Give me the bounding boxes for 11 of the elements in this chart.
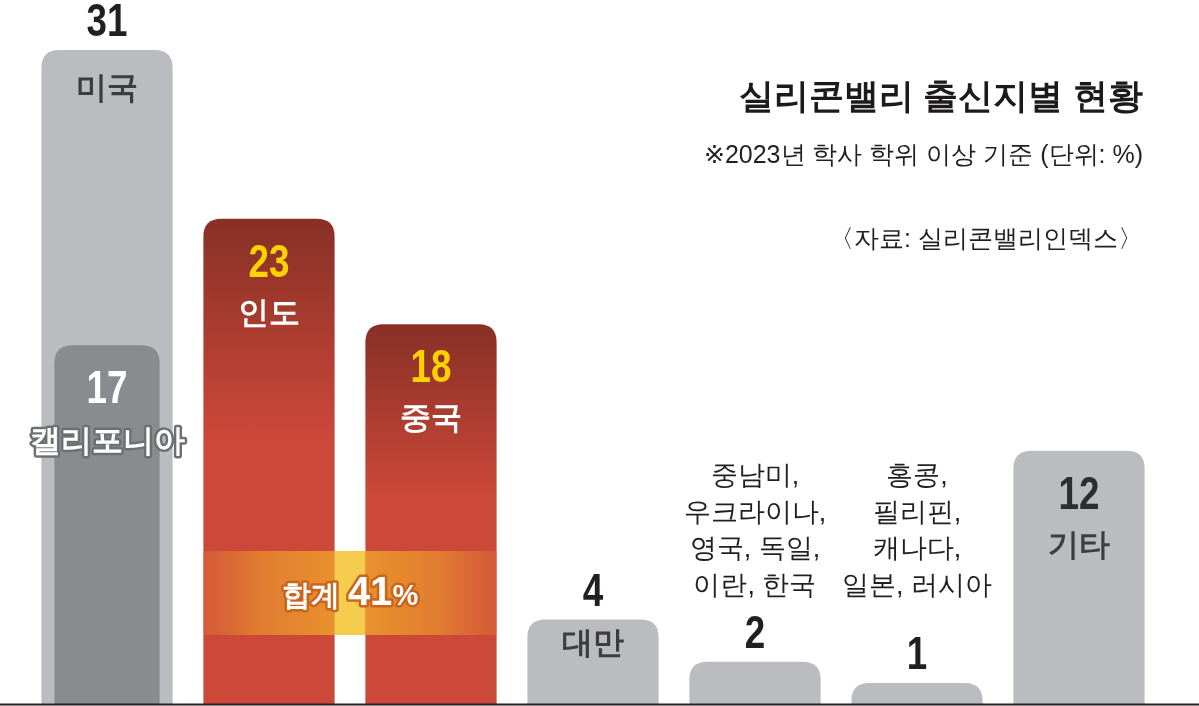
category: 인도 (238, 294, 300, 330)
category: 홍콩, 필리핀, 캐나다, 일본, 러시아 (842, 460, 992, 600)
annotation: 합계 41% (281, 569, 419, 613)
subtitle: ※2023년 학사 학위 이상 기준 (단위: %) (703, 140, 1143, 168)
title: 실리콘밸리 출신지별 현황 (738, 76, 1143, 115)
category: 기타 (1048, 526, 1110, 562)
category: 미국 (76, 70, 138, 105)
category: 중국 (400, 400, 462, 436)
category: 중남미, 우크라이나, 영국, 독일, 이란, 한국 (683, 460, 827, 600)
category: 대만 (562, 625, 624, 661)
annotation: 〈자료: 실리콘밸리인덱스〉 (829, 224, 1143, 252)
